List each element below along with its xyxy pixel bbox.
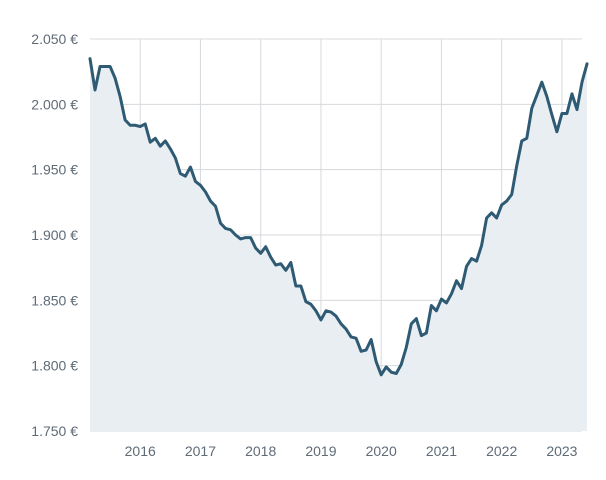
x-tick-label: 2020	[366, 443, 397, 459]
x-tick-label: 2016	[125, 443, 156, 459]
y-tick-label: 1.950 €	[31, 162, 78, 178]
x-tick-label: 2019	[305, 443, 336, 459]
y-tick-label: 2.000 €	[31, 96, 78, 112]
x-tick-label: 2017	[185, 443, 216, 459]
series-line	[88, 57, 589, 377]
series-area	[90, 58, 588, 431]
line-layer	[88, 57, 589, 377]
y-tick-label: 1.800 €	[31, 358, 78, 374]
x-tick-label: 2022	[486, 443, 517, 459]
y-axis-ticks: 1.750 € 1.800 € 1.850 € 1.900 € 1.950 € 2.000…	[31, 31, 78, 439]
area-layer	[90, 58, 588, 431]
y-tick-label: 1.750 €	[31, 423, 78, 439]
y-tick-label: 2.050 €	[31, 31, 78, 47]
x-tick-label: 2021	[426, 443, 457, 459]
x-axis-ticks: 2016 2017 2018 2019 2020 2021 2022 2023	[125, 443, 578, 459]
x-tick-label: 2018	[245, 443, 276, 459]
y-tick-label: 1.850 €	[31, 292, 78, 308]
y-tick-label: 1.900 €	[31, 227, 78, 243]
x-tick-label: 2023	[546, 443, 577, 459]
